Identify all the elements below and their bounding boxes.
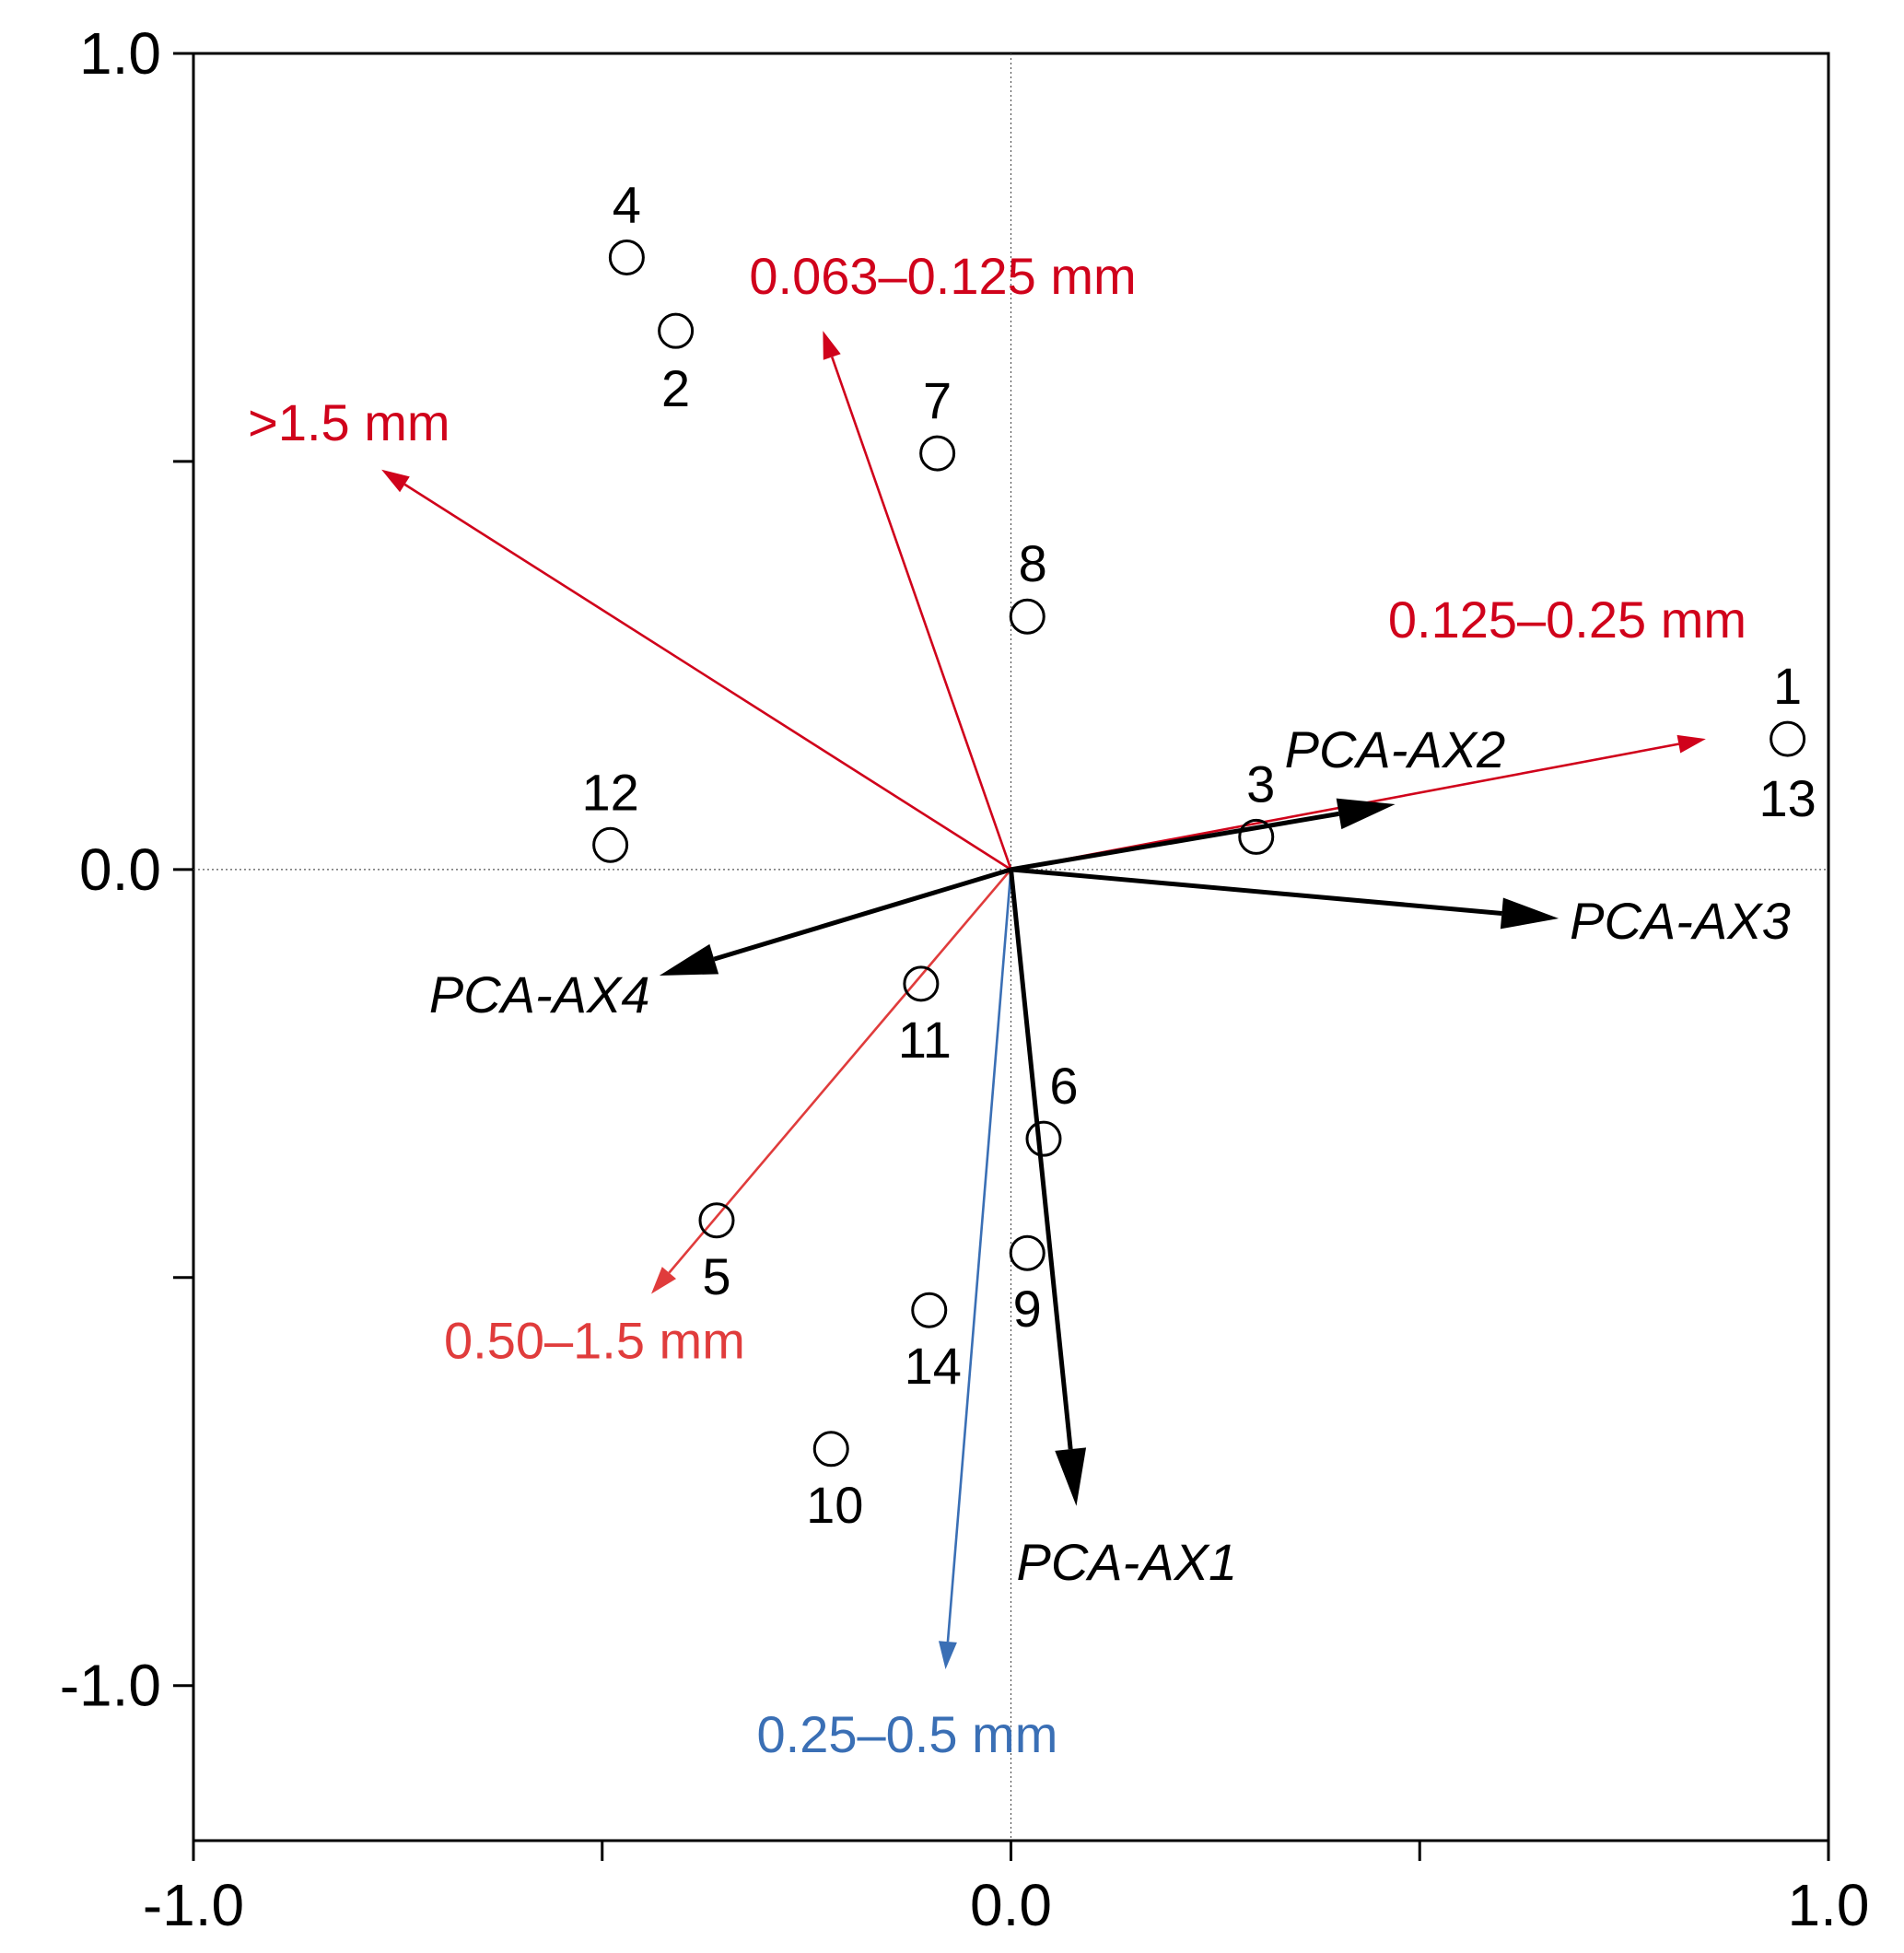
- vector-arrowhead: [1336, 798, 1396, 830]
- vector-line: [1010, 867, 1502, 916]
- site-label: 1: [1773, 657, 1802, 715]
- site-label: 4: [613, 175, 641, 233]
- site-point: [592, 826, 629, 863]
- site-label: 11: [898, 1011, 952, 1069]
- vector-line: [403, 483, 1012, 871]
- vector-arrowhead: [651, 1267, 677, 1294]
- text-labels: 0.063–0.125 mm >1.5 mm 0.125–0.25 mm 0.50–1…: [248, 175, 1816, 1763]
- site-point: [1009, 598, 1045, 635]
- site-point: [903, 965, 940, 1002]
- site-label: 13: [1758, 769, 1816, 827]
- site-point: [812, 1431, 849, 1468]
- vector-line: [668, 869, 1012, 1274]
- site-label: 9: [1013, 1280, 1042, 1338]
- site-point: [1770, 720, 1806, 757]
- site-label: 10: [806, 1476, 863, 1534]
- vector-label: PCA-AX1: [1017, 1533, 1238, 1591]
- vector-arrows: [381, 331, 1706, 1669]
- y-tick-label: 1.0: [79, 20, 161, 87]
- vector-label: PCA-AX2: [1285, 720, 1506, 778]
- vector-arrowhead: [1055, 1447, 1087, 1506]
- vector-line: [946, 869, 1012, 1643]
- y-tick-label: -1.0: [60, 1653, 161, 1719]
- vector-label: PCA-AX3: [1570, 892, 1791, 950]
- vector-label: PCA-AX4: [429, 965, 650, 1023]
- site-point: [911, 1292, 948, 1328]
- x-tick-label: 0.0: [970, 1872, 1052, 1938]
- vector-line: [1010, 811, 1339, 872]
- vector-arrowhead: [1676, 734, 1706, 754]
- site-point: [1025, 1120, 1062, 1157]
- vector-arrowhead: [938, 1641, 957, 1669]
- vector-arrowhead: [823, 331, 841, 360]
- site-label: 6: [1049, 1057, 1078, 1115]
- vector-arrowhead: [381, 469, 410, 493]
- vector-arrowhead: [1500, 897, 1559, 930]
- vector-arrowhead: [659, 943, 719, 976]
- site-label: 5: [702, 1247, 730, 1305]
- plot-frame: -1.0 0.0 1.0 1.0 0.0 -1.0: [60, 20, 1870, 1938]
- y-tick-label: 0.0: [79, 836, 161, 903]
- site-point: [1238, 818, 1275, 855]
- site-point: [1009, 1234, 1045, 1271]
- site-label: 8: [1019, 534, 1047, 592]
- site-label: 2: [661, 359, 690, 417]
- vector-line: [713, 867, 1012, 962]
- site-label: 12: [581, 763, 638, 821]
- site-points: [592, 239, 1806, 1468]
- site-point: [658, 312, 695, 349]
- site-label: 14: [905, 1337, 962, 1395]
- vector-line: [1009, 869, 1073, 1450]
- site-point: [608, 239, 645, 275]
- vector-label: 0.25–0.5 mm: [757, 1705, 1058, 1763]
- vector-label: 0.125–0.25 mm: [1388, 591, 1746, 649]
- site-point: [919, 435, 956, 472]
- site-label: 7: [923, 371, 952, 429]
- vector-label: 0.063–0.125 mm: [749, 247, 1136, 305]
- vector-line: [831, 357, 1012, 871]
- x-tick-label: -1.0: [143, 1872, 244, 1938]
- vector-label: 0.50–1.5 mm: [444, 1311, 745, 1369]
- site-point: [698, 1202, 735, 1239]
- site-label: 3: [1246, 754, 1275, 813]
- vector-label: >1.5 mm: [248, 393, 450, 451]
- x-tick-label: 1.0: [1788, 1872, 1870, 1938]
